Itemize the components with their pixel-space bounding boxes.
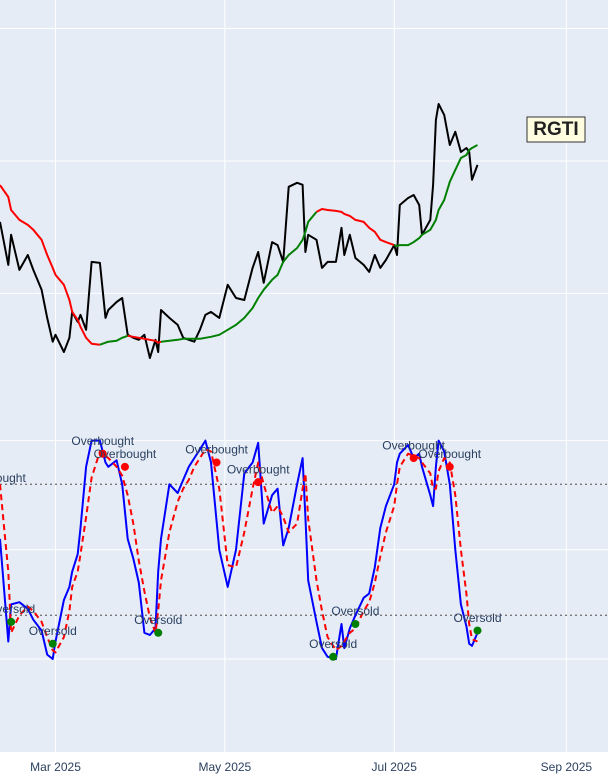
signal-marker	[473, 626, 482, 635]
signal-label: Oversold	[0, 602, 35, 616]
signal-label: Oversold	[309, 637, 357, 651]
signal-marker	[48, 639, 57, 648]
signal-marker	[351, 620, 360, 629]
signal-marker	[212, 458, 221, 467]
signal-label: Overbought	[382, 438, 445, 452]
plot-background	[0, 0, 608, 752]
marks: OverboughtOversoldOversoldOverboughtOver…	[0, 103, 608, 661]
grid	[0, 0, 608, 752]
series-line	[0, 184, 101, 346]
series-line	[393, 144, 478, 247]
signal-marker	[329, 652, 338, 661]
signal-label: Overbought	[418, 447, 481, 461]
signal-label: Overbought	[71, 434, 134, 448]
signal-marker	[120, 462, 129, 471]
signal-label: Oversold	[134, 613, 182, 627]
x-tick-label: Sep 2025	[541, 760, 593, 774]
signal-marker	[409, 454, 418, 463]
signal-marker	[445, 462, 454, 471]
series-line	[99, 334, 129, 346]
signal-marker	[7, 617, 16, 626]
signal-label: Oversold	[29, 624, 77, 638]
signal-label: Overbought	[185, 443, 248, 457]
series-line	[0, 103, 479, 359]
x-tick-label: Jul 2025	[372, 760, 418, 774]
signal-marker	[98, 449, 107, 458]
ticker-box	[526, 116, 586, 143]
signal-label: Overbought	[227, 462, 290, 476]
ticker-label: RGTI	[533, 119, 578, 140]
x-tick-label: May 2025	[199, 760, 252, 774]
signal-label: Overbought	[94, 447, 157, 461]
signal-label: Oversold	[331, 604, 379, 618]
series-line	[127, 334, 162, 344]
x-tick-label: Mar 2025	[30, 760, 81, 774]
series-line	[160, 211, 318, 343]
signal-marker	[154, 628, 163, 637]
signal-label: Overbought	[0, 471, 26, 485]
signal-marker	[254, 478, 263, 487]
series-line	[316, 208, 395, 247]
signal-label: Oversold	[454, 611, 502, 625]
